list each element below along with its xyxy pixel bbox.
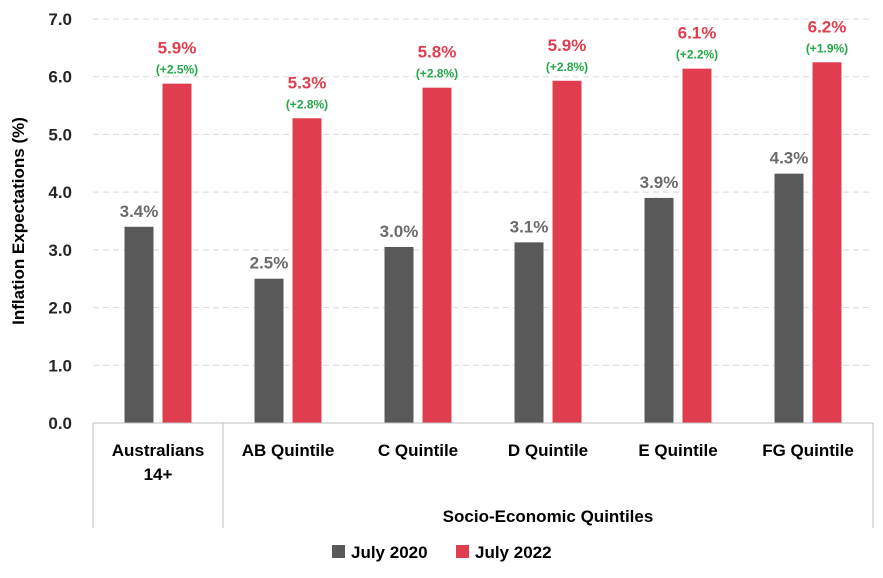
y-axis-ticks: 0.0 1.0 2.0 3.0 4.0 5.0 6.0 7.0 bbox=[48, 10, 72, 433]
y-tick-label: 1.0 bbox=[48, 356, 72, 375]
data-labels: 3.4% 5.9% (+2.5%) 2.5% 5.3% (+2.8%) 3.0% 5.8% (+… bbox=[120, 17, 849, 272]
data-label-july-2020: 3.4% bbox=[120, 202, 159, 221]
change-label: (+1.9%) bbox=[806, 41, 848, 55]
change-label: (+2.8%) bbox=[546, 60, 588, 74]
bar-july-2022 bbox=[812, 62, 842, 424]
legend-label: July 2020 bbox=[351, 543, 428, 562]
bar-july-2020 bbox=[124, 226, 154, 423]
y-tick-label: 5.0 bbox=[48, 125, 72, 144]
data-label-july-2022: 5.9% bbox=[548, 36, 587, 55]
bars bbox=[124, 62, 842, 424]
data-label-july-2020: 3.1% bbox=[510, 217, 549, 236]
change-label: (+2.5%) bbox=[156, 63, 198, 77]
category-labels: Australians 14+ AB Quintile C Quintile D Qui… bbox=[112, 441, 854, 484]
bar-july-2022 bbox=[682, 68, 712, 424]
group-label: Socio-Economic Quintiles bbox=[443, 507, 654, 526]
category-label: C Quintile bbox=[378, 441, 458, 460]
bar-july-2020 bbox=[384, 246, 414, 423]
legend-swatch bbox=[332, 545, 345, 558]
x-axis bbox=[92, 422, 874, 528]
y-tick-label: 3.0 bbox=[48, 241, 72, 260]
y-tick-label: 6.0 bbox=[48, 68, 72, 87]
category-label-line2: 14+ bbox=[144, 465, 173, 484]
data-label-july-2020: 4.3% bbox=[770, 149, 809, 168]
legend-swatch bbox=[456, 545, 469, 558]
data-label-july-2022: 5.8% bbox=[418, 43, 457, 62]
bar-july-2022 bbox=[162, 83, 192, 423]
data-label-july-2022: 5.3% bbox=[288, 73, 327, 92]
y-tick-label: 2.0 bbox=[48, 299, 72, 318]
bar-july-2022 bbox=[422, 87, 452, 424]
category-label: AB Quintile bbox=[242, 441, 335, 460]
data-label-july-2020: 3.0% bbox=[380, 222, 419, 241]
y-tick-label: 0.0 bbox=[48, 414, 72, 433]
data-label-july-2022: 6.1% bbox=[678, 24, 717, 43]
bar-july-2020 bbox=[254, 278, 284, 423]
bar-july-2022 bbox=[552, 80, 582, 424]
change-label: (+2.8%) bbox=[416, 67, 458, 81]
bar-july-2020 bbox=[514, 242, 544, 423]
bar-july-2020 bbox=[774, 173, 804, 423]
legend-label: July 2022 bbox=[475, 543, 552, 562]
y-tick-label: 4.0 bbox=[48, 183, 72, 202]
data-label-july-2022: 5.9% bbox=[158, 39, 197, 58]
y-axis-label: Inflation Expectations (%) bbox=[9, 117, 28, 325]
data-label-july-2020: 2.5% bbox=[250, 254, 289, 273]
data-label-july-2020: 3.9% bbox=[640, 173, 679, 192]
category-label: FG Quintile bbox=[762, 441, 854, 460]
gridlines bbox=[93, 18, 873, 366]
bar-july-2022 bbox=[292, 118, 322, 424]
category-label: Australians bbox=[112, 441, 205, 460]
change-label: (+2.8%) bbox=[286, 97, 328, 111]
category-label: E Quintile bbox=[638, 441, 717, 460]
data-label-july-2022: 6.2% bbox=[808, 17, 847, 36]
category-label: D Quintile bbox=[508, 441, 588, 460]
change-label: (+2.2%) bbox=[676, 48, 718, 62]
y-tick-label: 7.0 bbox=[48, 10, 72, 29]
bar-july-2020 bbox=[644, 197, 674, 423]
legend: July 2020 July 2022 bbox=[332, 543, 552, 562]
